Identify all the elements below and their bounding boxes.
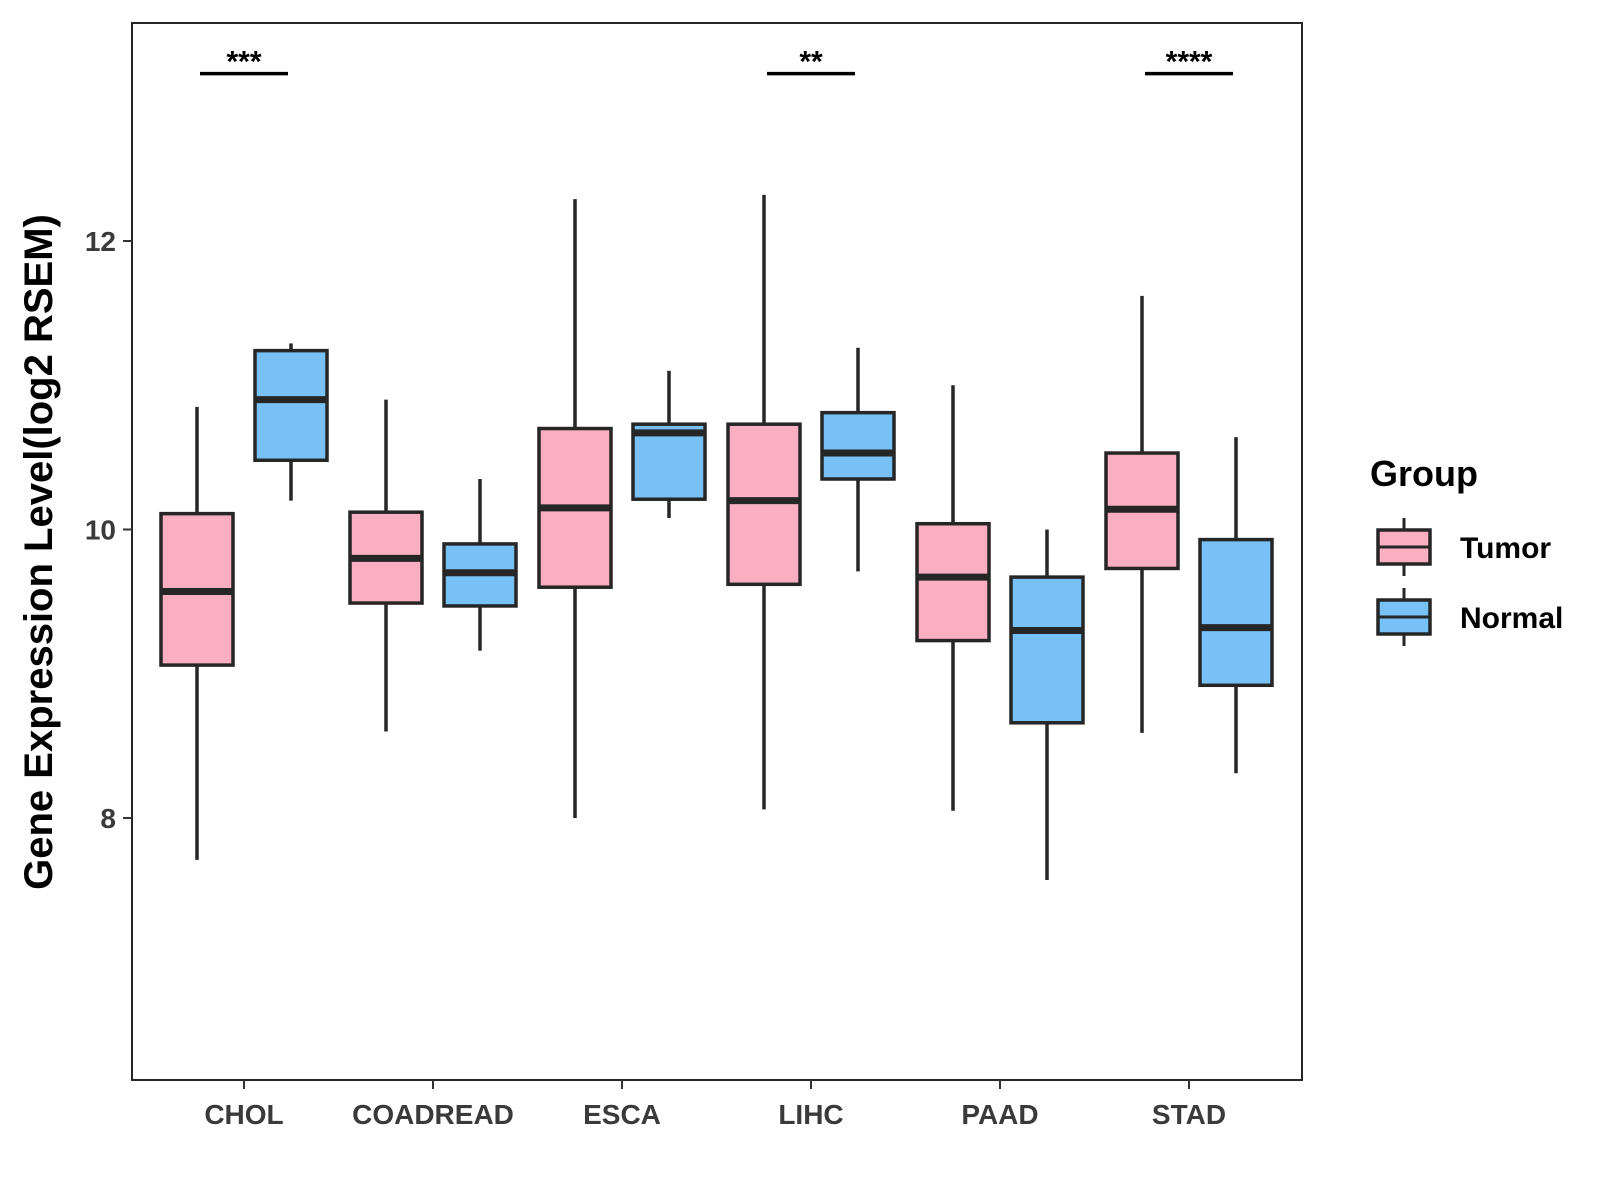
y-tick-label: 12	[85, 226, 116, 257]
iqr-box	[915, 521, 991, 643]
significance-chol: ***	[200, 46, 288, 79]
box-tumor-esca	[537, 199, 613, 818]
legend-label: Tumor	[1460, 532, 1551, 565]
x-axis: CHOL COADREAD ESCA LIHC PAAD STAD	[204, 1080, 1226, 1130]
y-tick-label: 10	[85, 515, 116, 546]
legend: Group Tumor Normal	[1370, 453, 1563, 646]
iqr-box	[631, 422, 707, 501]
x-tick-label: CHOL	[204, 1099, 283, 1130]
box-normal-stad	[1198, 437, 1274, 774]
significance-stad: ****	[1145, 46, 1233, 79]
iqr-box	[726, 422, 802, 587]
significance-label: ***	[226, 46, 261, 79]
box-normal-chol	[253, 343, 329, 501]
box-tumor-coadread	[348, 399, 424, 732]
y-tick-label: 8	[100, 803, 116, 834]
y-axis: 8 10 12	[85, 226, 132, 834]
box-normal-paad	[1009, 529, 1085, 881]
legend-item-tumor: Tumor	[1376, 518, 1551, 576]
significance-lihc: **	[767, 46, 855, 79]
boxes-layer	[159, 194, 1274, 881]
significance-annotations: *** ** ****	[200, 46, 1233, 79]
x-tick-label: COADREAD	[352, 1099, 514, 1130]
plot-panel-border	[131, 22, 1303, 1081]
box-tumor-paad	[915, 385, 991, 811]
significance-label: **	[799, 46, 823, 79]
y-axis-title: Gene Expression Level(log2 RSEM)	[17, 214, 61, 890]
iqr-box	[1198, 537, 1274, 688]
box-normal-esca	[631, 370, 707, 518]
box-tumor-lihc	[726, 194, 802, 810]
legend-title: Group	[1370, 453, 1478, 494]
legend-item-normal: Normal	[1376, 588, 1563, 646]
x-tick-label: STAD	[1152, 1099, 1226, 1130]
iqr-box	[1009, 575, 1085, 725]
x-tick-label: PAAD	[961, 1099, 1038, 1130]
legend-label: Normal	[1460, 602, 1563, 635]
x-tick-label: ESCA	[583, 1099, 661, 1130]
iqr-box	[253, 348, 329, 463]
significance-label: ****	[1166, 46, 1213, 79]
iqr-box	[820, 410, 896, 481]
box-normal-coadread	[442, 479, 518, 651]
box-tumor-stad	[1104, 295, 1180, 733]
x-tick-label: LIHC	[778, 1099, 843, 1130]
box-tumor-chol	[159, 406, 235, 860]
box-normal-lihc	[820, 347, 896, 572]
